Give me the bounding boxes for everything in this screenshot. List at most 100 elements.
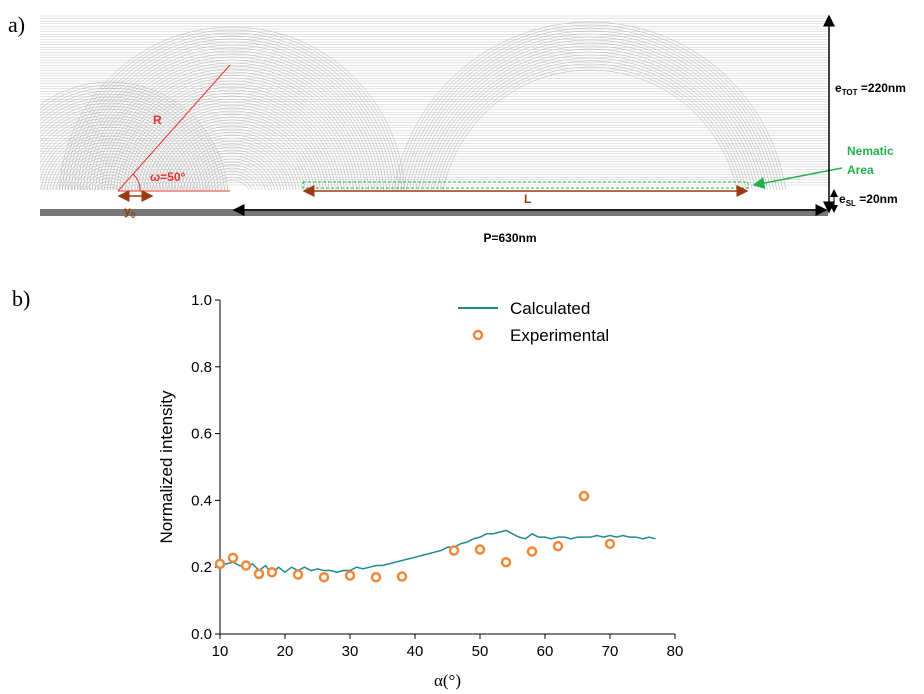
- experimental-point: [227, 552, 239, 564]
- layer-arc: [101, 186, 119, 190]
- layer-arc: [95, 62, 369, 190]
- layer-arc: [421, 48, 759, 190]
- experimental-point: [240, 560, 252, 571]
- layer-arc: [143, 110, 321, 190]
- layer-arc: [122, 89, 342, 190]
- layer-arc: [101, 68, 363, 190]
- layer-arc: [68, 35, 396, 190]
- experimental-point: [292, 569, 304, 580]
- layer-arc: [40, 87, 222, 190]
- layer-arc: [40, 123, 186, 190]
- layer-arc: [40, 114, 195, 190]
- layer-arc: [83, 171, 137, 190]
- layer-arc: [128, 95, 336, 190]
- legend-label: Experimental: [510, 326, 609, 345]
- layer-arc: [46, 135, 174, 190]
- layer-arc: [83, 50, 381, 190]
- experimental-point: [448, 545, 460, 556]
- x-tick-label: 30: [342, 643, 359, 660]
- layer-arc: [430, 57, 750, 190]
- x-axis-label: α(°): [434, 671, 461, 690]
- layer-arc: [185, 152, 279, 190]
- layer-arc: [40, 117, 192, 190]
- length-label: L: [524, 192, 531, 206]
- layer-arc: [161, 128, 303, 190]
- symbol: e: [835, 81, 842, 95]
- y-tick-label: 0.0: [191, 626, 212, 643]
- layer-arc: [140, 107, 324, 190]
- layer-arc: [86, 174, 134, 190]
- layer-arc: [80, 47, 384, 190]
- layer-arc: [40, 111, 198, 190]
- experimental-point: [526, 546, 538, 557]
- y-tick-label: 1.0: [191, 292, 212, 309]
- experimental-point: [266, 566, 278, 578]
- layer-arc: [176, 143, 288, 190]
- layer-arc: [104, 71, 360, 190]
- layer-arc: [80, 168, 140, 190]
- layer-arc: [211, 176, 253, 190]
- layer-arc: [67, 156, 153, 190]
- layer-arc: [164, 131, 300, 190]
- y-tick-label: 0.6: [191, 426, 212, 443]
- total-thickness-label: eTOT =220nm: [835, 81, 906, 97]
- experimental-point: [253, 568, 265, 580]
- layer-arc: [173, 140, 291, 190]
- layer-arc: [400, 27, 780, 190]
- x-tick-label: 60: [537, 643, 554, 660]
- y-tick-label: 0.8: [191, 359, 212, 376]
- layer-arc: [204, 170, 260, 190]
- layer-arc: [424, 51, 756, 190]
- layer-arc: [93, 180, 127, 190]
- experimental-point: [578, 490, 590, 502]
- radius-line: [117, 64, 231, 192]
- layer-arc: [134, 101, 330, 190]
- experimental-point: [604, 538, 616, 550]
- layer-arc: [92, 59, 372, 190]
- layer-arc: [207, 173, 257, 190]
- layer-arc: [77, 165, 143, 190]
- layer-arc: [418, 45, 762, 190]
- layer-arc: [170, 137, 294, 190]
- layer-arc: [55, 144, 165, 190]
- layer-arc: [40, 81, 228, 190]
- layer-texture: [40, 15, 828, 190]
- experimental-point: [396, 571, 408, 582]
- layer-thickness-label: eSL =20nm: [839, 192, 898, 208]
- layer-arc: [40, 96, 213, 190]
- layer-arc: [49, 138, 171, 190]
- value: =220nm: [858, 81, 906, 95]
- layer-arc: [71, 38, 393, 190]
- layer-arc: [214, 179, 250, 190]
- layer-arc: [188, 155, 276, 190]
- chart: 0.0 0.2 0.4 0.6 0.8 1.0 10 20 30 40 50 60 70 80 Normal…: [157, 292, 683, 690]
- subscript: SL: [846, 199, 856, 208]
- layer-arc: [149, 116, 315, 190]
- layer-arc: [74, 41, 390, 190]
- subscript: 0: [131, 211, 136, 220]
- x-tick-label: 80: [667, 643, 684, 660]
- layer-arc: [201, 167, 263, 190]
- layer-arc: [40, 90, 219, 190]
- layer-arc: [98, 65, 366, 190]
- y-tick-label: 0.4: [191, 492, 212, 509]
- layer-arc: [155, 122, 309, 190]
- radius-label: R: [153, 113, 162, 127]
- layer-arc: [97, 183, 123, 190]
- layer-arc: [397, 24, 783, 190]
- layer-arc: [442, 69, 738, 190]
- layer-arc: [62, 29, 402, 190]
- layer-arc: [131, 98, 333, 190]
- layer-arc: [74, 162, 146, 190]
- subscript: TOT: [842, 88, 858, 97]
- experimental-point: [318, 571, 330, 583]
- layer-arc: [40, 99, 210, 190]
- layer-arc: [394, 21, 786, 190]
- value: =20nm: [856, 192, 898, 206]
- layer-arc: [64, 153, 156, 190]
- layer-arc: [40, 126, 183, 190]
- layer-arc: [195, 161, 269, 190]
- x-tick-label: 20: [277, 643, 294, 660]
- experimental-point: [500, 556, 512, 568]
